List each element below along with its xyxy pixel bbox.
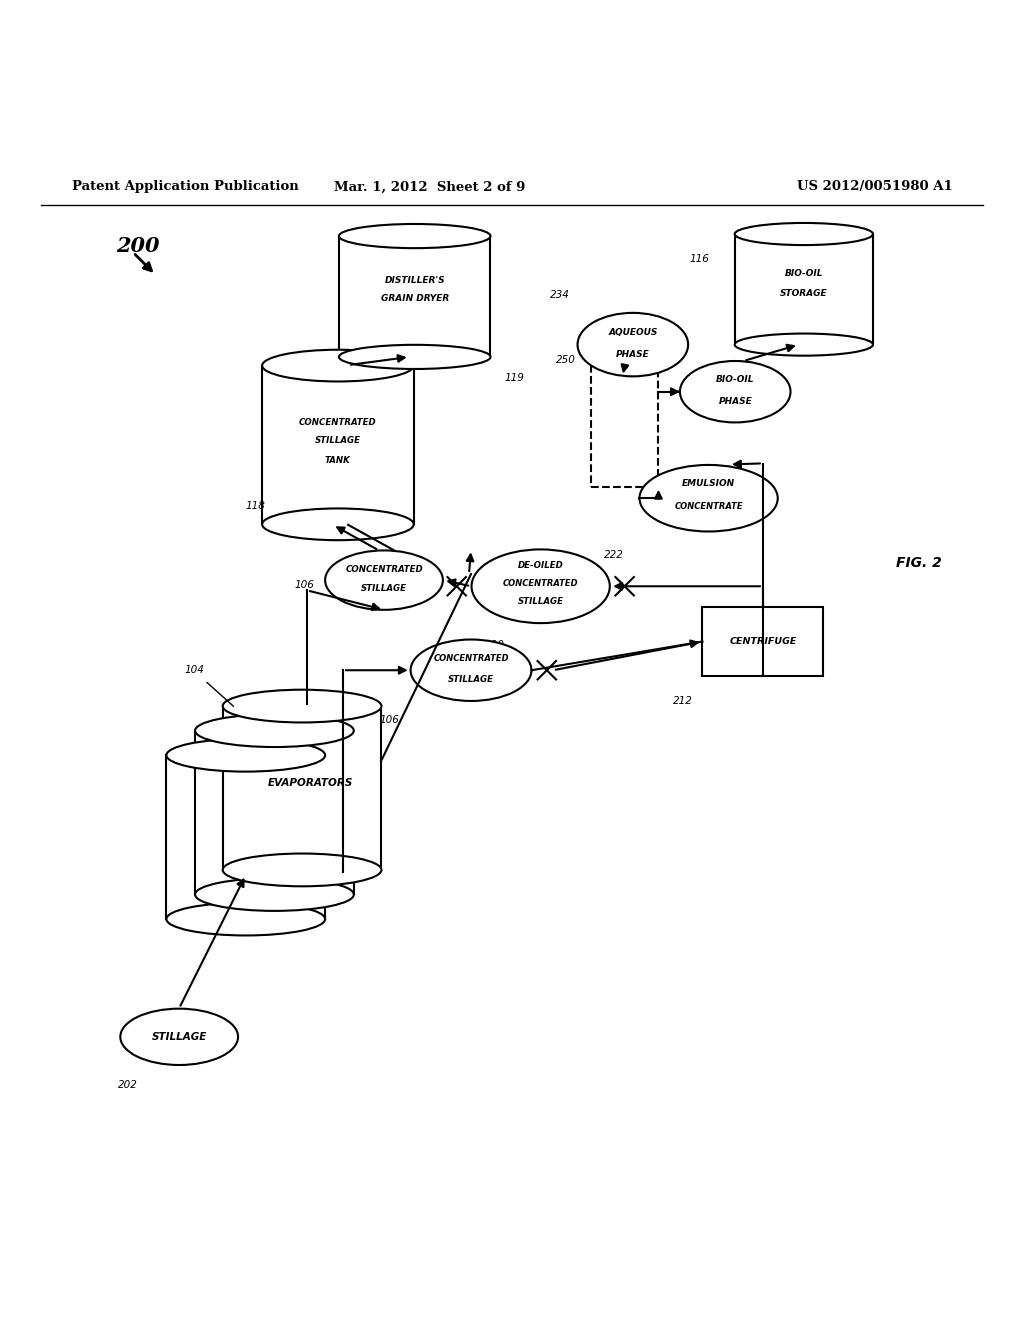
Text: CENTRIFUGE: CENTRIFUGE [729, 638, 797, 645]
FancyBboxPatch shape [166, 755, 326, 919]
Ellipse shape [639, 465, 778, 532]
Ellipse shape [471, 549, 610, 623]
Text: PHASE: PHASE [719, 397, 752, 407]
Text: CONCENTRATED: CONCENTRATED [345, 565, 423, 574]
Text: STILLAGE: STILLAGE [449, 675, 494, 684]
Ellipse shape [195, 878, 354, 911]
Ellipse shape [222, 689, 382, 722]
Text: PHASE: PHASE [616, 350, 649, 359]
Ellipse shape [166, 739, 326, 772]
Ellipse shape [262, 508, 414, 540]
Text: CONCENTRATED: CONCENTRATED [503, 578, 579, 587]
Text: STILLAGE: STILLAGE [361, 583, 407, 593]
Text: STORAGE: STORAGE [780, 289, 827, 298]
Text: 116: 116 [689, 253, 709, 264]
Text: 104: 104 [184, 665, 204, 676]
Text: 236: 236 [613, 343, 633, 354]
Text: 106: 106 [380, 715, 399, 725]
Text: CONCENTRATE: CONCENTRATE [674, 502, 743, 511]
Text: GRAIN DRYER: GRAIN DRYER [381, 294, 449, 304]
Ellipse shape [166, 903, 326, 936]
Ellipse shape [195, 714, 354, 747]
FancyBboxPatch shape [702, 607, 823, 676]
Text: STILLAGE: STILLAGE [152, 1032, 207, 1041]
Ellipse shape [735, 334, 872, 355]
Text: BIO-OIL: BIO-OIL [716, 375, 755, 384]
Text: Patent Application Publication: Patent Application Publication [72, 181, 298, 194]
FancyBboxPatch shape [339, 236, 490, 356]
Text: 120: 120 [484, 639, 504, 649]
Text: 119: 119 [505, 374, 524, 383]
Ellipse shape [262, 350, 414, 381]
Text: Mar. 1, 2012  Sheet 2 of 9: Mar. 1, 2012 Sheet 2 of 9 [335, 181, 525, 194]
Text: 250: 250 [556, 355, 575, 364]
Text: STILLAGE: STILLAGE [315, 437, 360, 445]
Ellipse shape [578, 313, 688, 376]
Text: 212: 212 [673, 696, 692, 706]
Text: EVAPORATORS: EVAPORATORS [267, 777, 353, 788]
FancyBboxPatch shape [592, 366, 658, 487]
Text: 200: 200 [117, 236, 160, 256]
Text: 118: 118 [246, 502, 265, 511]
FancyBboxPatch shape [262, 366, 414, 524]
FancyBboxPatch shape [195, 731, 353, 895]
Text: TANK: TANK [325, 455, 351, 465]
Ellipse shape [339, 224, 490, 248]
Text: 202: 202 [118, 1080, 137, 1090]
Text: 234: 234 [550, 290, 569, 301]
Text: BIO-OIL: BIO-OIL [784, 269, 823, 279]
Text: DISTILLER'S: DISTILLER'S [384, 276, 445, 285]
Ellipse shape [222, 854, 382, 886]
Text: FIG. 2: FIG. 2 [896, 556, 942, 570]
Ellipse shape [339, 345, 490, 370]
Text: AQUEOUS: AQUEOUS [608, 327, 657, 337]
Ellipse shape [411, 639, 531, 701]
Text: STILLAGE: STILLAGE [518, 597, 563, 606]
Text: DE-OILED: DE-OILED [518, 561, 563, 570]
FancyBboxPatch shape [735, 234, 872, 345]
Ellipse shape [735, 223, 872, 246]
Text: US 2012/0051980 A1: US 2012/0051980 A1 [797, 181, 952, 194]
Ellipse shape [680, 360, 791, 422]
Text: 222: 222 [604, 549, 624, 560]
Ellipse shape [326, 550, 442, 610]
Text: CONCENTRATED: CONCENTRATED [433, 655, 509, 664]
Text: 106: 106 [295, 581, 314, 590]
Text: CONCENTRATED: CONCENTRATED [299, 418, 377, 426]
FancyBboxPatch shape [222, 706, 381, 870]
Text: EMULSION: EMULSION [682, 479, 735, 488]
Ellipse shape [121, 1008, 238, 1065]
